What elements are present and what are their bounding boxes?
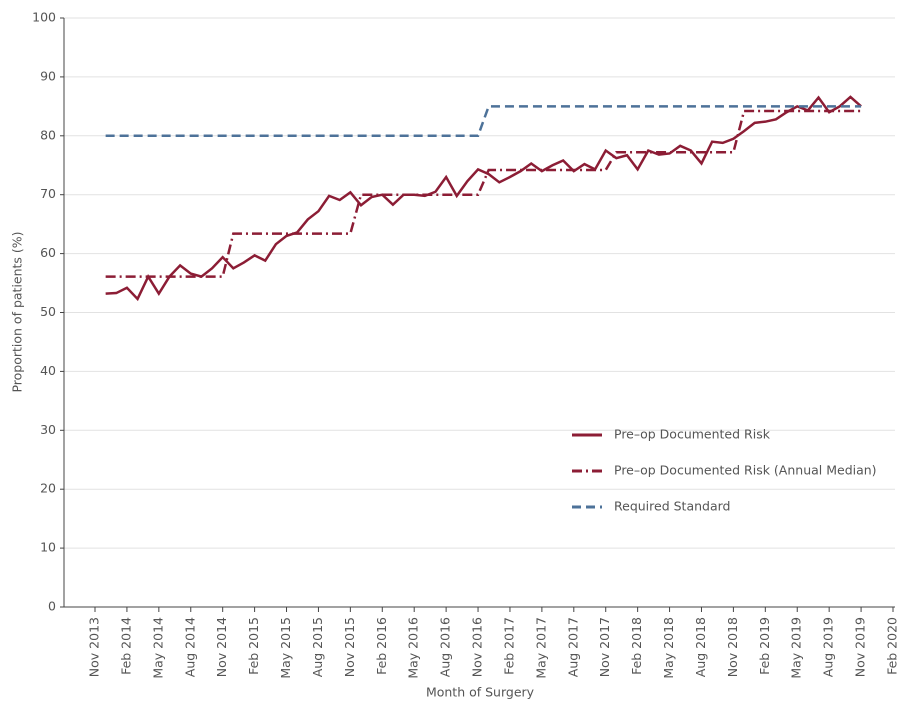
x-tick-label: Nov 2019 <box>853 617 868 677</box>
y-tick-label: 20 <box>40 481 56 496</box>
x-tick-label: Nov 2013 <box>87 617 102 677</box>
y-tick-label: 40 <box>40 363 56 378</box>
y-tick-label: 50 <box>40 304 56 319</box>
y-tick-label: 0 <box>48 599 56 614</box>
series-line <box>105 109 862 278</box>
x-tick-label: Feb 2018 <box>629 617 644 675</box>
x-tick-label: May 2017 <box>533 617 548 679</box>
x-tick-label: Nov 2017 <box>597 617 612 677</box>
x-tick-label: Feb 2019 <box>757 617 772 675</box>
x-tick-label: Feb 2017 <box>501 617 516 675</box>
x-tick-label: Nov 2014 <box>214 617 229 677</box>
y-tick-label: 100 <box>32 10 56 25</box>
y-tick-label: 90 <box>40 68 56 83</box>
y-tick-label: 60 <box>40 245 56 260</box>
x-tick-label: Aug 2016 <box>438 617 453 677</box>
x-tick-label: Aug 2014 <box>182 617 197 677</box>
y-tick-label: 80 <box>40 127 56 142</box>
x-tick-label: Aug 2019 <box>821 617 836 677</box>
x-tick-label: May 2018 <box>661 617 676 679</box>
y-tick-label: 30 <box>40 422 56 437</box>
x-axis-label: Month of Surgery <box>426 685 535 700</box>
y-tick-label: 10 <box>40 540 56 555</box>
x-tick-label: Nov 2018 <box>725 617 740 677</box>
x-tick-label: Feb 2015 <box>246 617 261 675</box>
x-tick-label: Nov 2016 <box>470 617 485 677</box>
x-tick-label: Aug 2015 <box>310 617 325 677</box>
legend-label: Required Standard <box>614 499 730 514</box>
y-axis-label: Proportion of patients (%) <box>10 231 25 392</box>
y-tick-label: 70 <box>40 186 56 201</box>
x-tick-label: May 2019 <box>789 617 804 679</box>
x-tick-label: May 2016 <box>406 617 421 679</box>
x-tick-label: Aug 2017 <box>565 617 580 677</box>
x-tick-label: May 2015 <box>278 617 293 679</box>
legend-label: Pre–op Documented Risk <box>614 427 771 442</box>
x-tick-label: May 2014 <box>150 617 165 679</box>
x-tick-label: Aug 2018 <box>693 617 708 677</box>
x-tick-label: Feb 2014 <box>118 617 133 675</box>
legend-label: Pre–op Documented Risk (Annual Median) <box>614 463 877 478</box>
x-tick-label: Nov 2015 <box>342 617 357 677</box>
series-line <box>105 105 862 138</box>
x-tick-label: Feb 2020 <box>885 617 897 675</box>
series-line <box>105 95 862 302</box>
x-tick-label: Feb 2016 <box>374 617 389 675</box>
